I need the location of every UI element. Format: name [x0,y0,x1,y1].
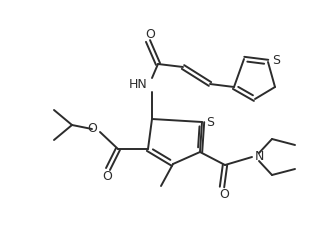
Text: O: O [219,187,229,201]
Text: S: S [206,115,214,128]
Text: O: O [87,123,97,136]
Text: O: O [102,169,112,182]
Text: O: O [145,27,155,41]
Text: N: N [254,150,264,164]
Text: S: S [272,54,280,67]
Text: HN: HN [129,77,148,91]
